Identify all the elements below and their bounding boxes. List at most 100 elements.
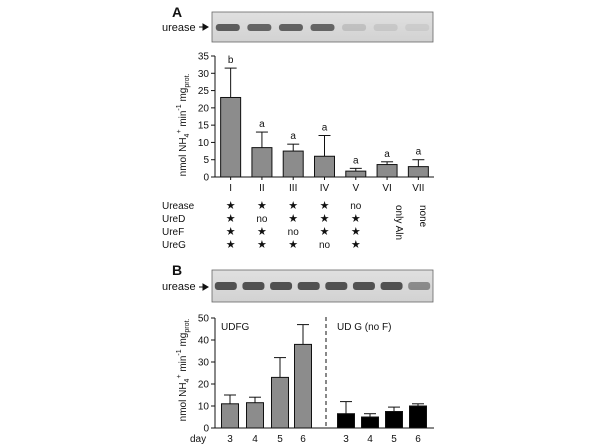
table-cell: ★ xyxy=(226,226,236,238)
table-cell: ★ xyxy=(320,200,330,212)
blot-a-image xyxy=(211,11,434,43)
x-tick-label-a: VI xyxy=(382,183,391,194)
significance-letter: a xyxy=(259,119,265,130)
table-cell: ★ xyxy=(226,200,236,212)
blot-band xyxy=(214,282,237,290)
bar-a xyxy=(345,170,367,178)
blot-band xyxy=(247,24,272,31)
table-cell: ★ xyxy=(320,213,330,225)
bar-b xyxy=(294,343,312,429)
table-cell: ★ xyxy=(288,239,298,251)
blot-a-arrow-icon xyxy=(199,23,209,31)
x-tick-label-b: 3 xyxy=(343,434,349,445)
y-tick-label-a: 30 xyxy=(198,69,210,80)
x-tick-label-b: 4 xyxy=(252,434,258,445)
chart-a: 0 5 10 15 20 25 30 35 b Ia II a III a IV a Va VI a VII xyxy=(198,52,434,194)
table-cell: ★ xyxy=(257,200,267,212)
x-tick-label-b: 4 xyxy=(367,434,373,445)
bar-a xyxy=(407,166,429,178)
blot-band xyxy=(278,24,303,31)
blot-band xyxy=(373,24,398,31)
x-tick-label-a: IV xyxy=(320,183,330,194)
panel-a-ylabel: nmol NH4+ min-1 mgprot. xyxy=(176,74,191,177)
chart-b: 0 10 20 30 40 50 3 4 5 6 3 4 5 6 xyxy=(198,314,434,445)
note-only-aln: only Aln xyxy=(393,205,404,240)
bar-b xyxy=(271,376,289,429)
table-cell: ★ xyxy=(288,213,298,225)
bar-a xyxy=(220,96,242,178)
x-tick-label-b: 6 xyxy=(300,434,306,445)
blot-band xyxy=(242,282,265,290)
blot-band xyxy=(405,24,430,31)
panel-b-label: B xyxy=(172,262,182,278)
table-row-label: UreG xyxy=(162,240,186,251)
bar-a xyxy=(314,155,335,178)
table-cell: ★ xyxy=(351,213,361,225)
y-tick-label-b: 20 xyxy=(198,380,210,391)
y-tick-label-a: 15 xyxy=(198,121,210,132)
table-cell: ★ xyxy=(226,239,236,251)
y-tick-label-a: 20 xyxy=(198,103,210,114)
panel-b-ylabel: nmol NH4+ min-1 mgprot. xyxy=(176,319,191,422)
blot-band xyxy=(325,282,348,290)
group-left-label: UDFG xyxy=(221,322,250,333)
bar-b xyxy=(361,416,379,429)
x-tick-label-a: II xyxy=(259,183,265,194)
table-cell: no xyxy=(319,240,331,251)
blot-band xyxy=(310,24,335,31)
note-none: none xyxy=(417,205,428,228)
y-tick-label-a: 35 xyxy=(198,52,210,63)
y-tick-label-b: 30 xyxy=(198,358,210,369)
table-cell: ★ xyxy=(320,226,330,238)
day-label: day xyxy=(190,434,206,445)
table-cell: no xyxy=(288,227,300,238)
table-row-label: UreD xyxy=(162,214,185,225)
blot-band xyxy=(342,24,367,31)
table-cell: no xyxy=(256,214,268,225)
table-row-label: UreF xyxy=(162,227,184,238)
bar-a xyxy=(251,147,273,178)
bar-b xyxy=(385,411,403,429)
blot-a-label: urease xyxy=(162,22,196,34)
blot-band xyxy=(408,282,431,290)
group-right-label: UD G (no F) xyxy=(337,322,391,333)
bar-a xyxy=(376,164,398,178)
significance-letter: a xyxy=(353,155,359,166)
blot-b-arrow-icon xyxy=(199,283,209,291)
x-tick-label-b: 5 xyxy=(277,434,283,445)
table-cell: no xyxy=(350,201,362,212)
y-tick-label-a: 25 xyxy=(198,86,210,97)
table-cell: ★ xyxy=(351,239,361,251)
blot-b-image xyxy=(211,269,434,303)
x-tick-label-b: 3 xyxy=(227,434,233,445)
x-tick-label-a: I xyxy=(229,183,232,194)
bar-b xyxy=(221,403,239,429)
table-row-label: Urease xyxy=(162,201,195,212)
y-tick-label-b: 10 xyxy=(198,402,210,413)
bar-b xyxy=(246,402,264,429)
blot-band xyxy=(270,282,293,290)
x-tick-label-a: III xyxy=(289,183,297,194)
significance-letter: a xyxy=(384,149,390,160)
y-tick-label-b: 40 xyxy=(198,336,210,347)
bar-b xyxy=(409,405,427,429)
x-tick-label-a: VII xyxy=(412,183,424,194)
x-tick-label-a: V xyxy=(352,183,359,194)
significance-letter: a xyxy=(322,123,328,134)
y-tick-label-a: 5 xyxy=(203,155,209,166)
blot-b-label: urease xyxy=(162,281,196,293)
table-cell: ★ xyxy=(257,239,267,251)
panel-a-label: A xyxy=(172,4,182,20)
x-tick-label-b: 6 xyxy=(415,434,421,445)
significance-letter: b xyxy=(228,55,234,66)
blot-band xyxy=(297,282,320,290)
blot-band xyxy=(352,282,375,290)
x-tick-label-b: 5 xyxy=(391,434,397,445)
table-cell: ★ xyxy=(288,200,298,212)
y-tick-label-b: 0 xyxy=(203,424,209,435)
significance-letter: a xyxy=(290,131,296,142)
table-cell: ★ xyxy=(257,226,267,238)
bar-b xyxy=(337,413,355,429)
